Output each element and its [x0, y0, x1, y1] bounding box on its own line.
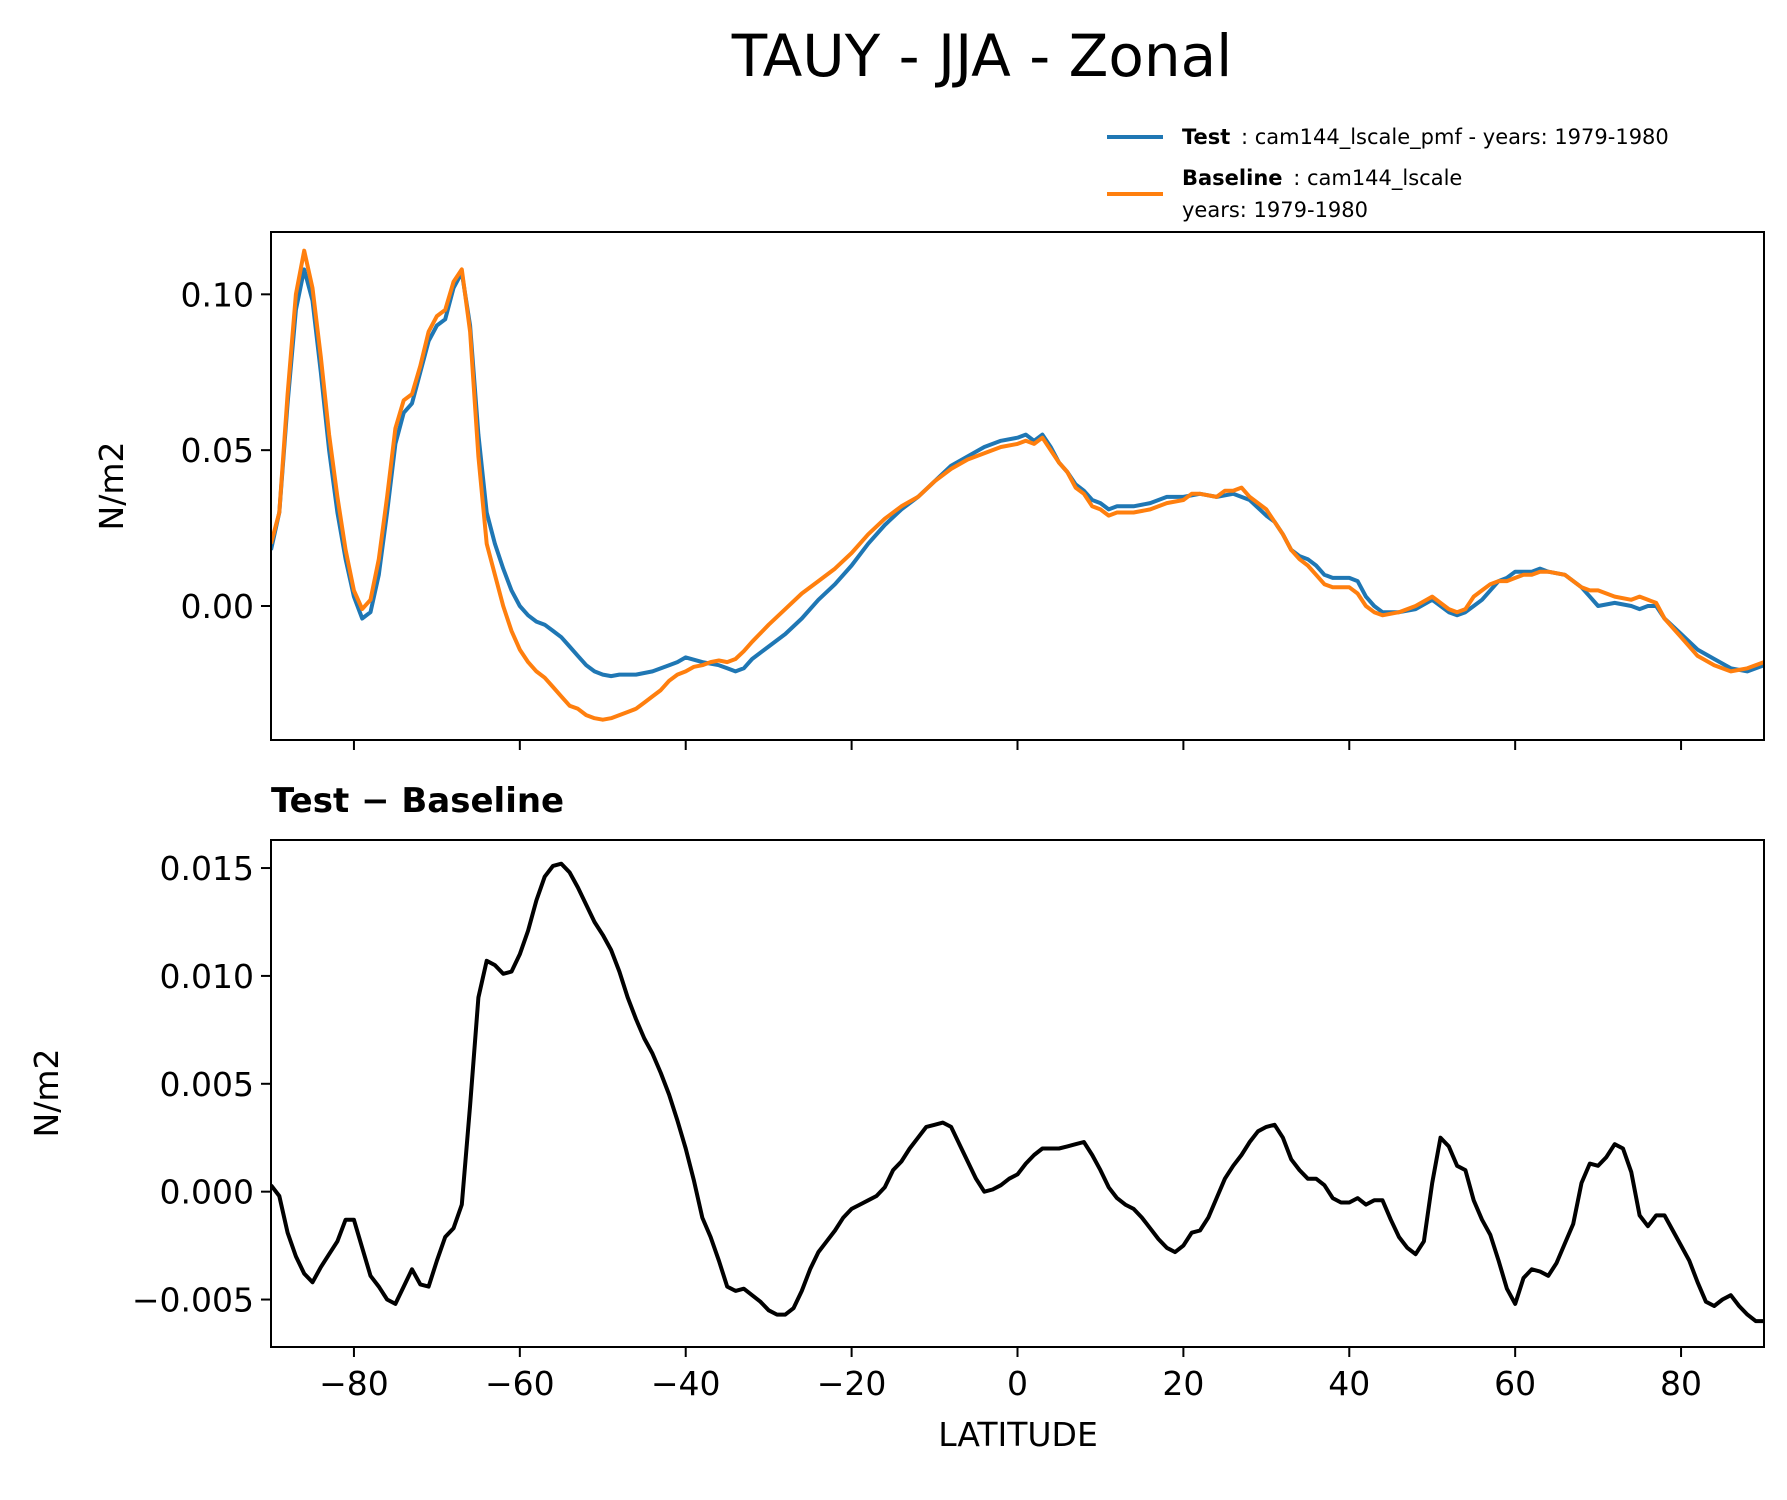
- bottom-panel: Test − Baseline −0.005 0.000 0.005 0.010 0.0…: [27, 781, 1765, 1454]
- bottom-x-axis: −80 −60 −40 −20 0 20 40 60 80: [319, 1347, 1702, 1403]
- bottom-panel-title: Test − Baseline: [271, 781, 564, 821]
- bottom-y-axis-label: N/m2: [27, 1049, 66, 1138]
- legend-baseline-entry: Baseline : cam144_lscale: [1182, 166, 1462, 191]
- top-y-axis: 0.00 0.05 0.10: [181, 275, 271, 626]
- bottom-y-axis: −0.005 0.000 0.005 0.010 0.015: [132, 849, 271, 1320]
- bottom-y-tick-label: 0.000: [160, 1173, 254, 1212]
- legend: Test : cam144_lscale_pmf - years: 1979-1…: [1107, 125, 1669, 222]
- top-plot-frame: [270, 231, 1765, 741]
- bottom-plot-frame: [270, 839, 1765, 1348]
- top-series-group: [271, 248, 1764, 722]
- bottom-y-tick-label: −0.005: [132, 1281, 254, 1320]
- top-y-tick-label: 0.10: [181, 275, 254, 314]
- bottom-y-tick-label: 0.005: [160, 1065, 254, 1104]
- legend-test-label: Test: [1182, 125, 1230, 149]
- bottom-y-tick-label: 0.015: [160, 849, 254, 888]
- top-y-tick-label: 0.00: [181, 587, 254, 626]
- bottom-x-tick-label: 80: [1660, 1364, 1702, 1403]
- top-x-axis: [352, 740, 1683, 750]
- bottom-x-tick-label: −40: [651, 1364, 721, 1403]
- bottom-x-tick-label: −20: [817, 1364, 887, 1403]
- legend-test-text: cam144_lscale_pmf - years: 1979-1980: [1255, 125, 1669, 150]
- top-series-test: [271, 267, 1764, 679]
- top-panel: 0.00 0.05 0.10 N/m2: [92, 231, 1765, 750]
- figure-title: TAUY - JJA - Zonal: [731, 22, 1233, 90]
- top-y-tick-label: 0.05: [181, 431, 254, 470]
- legend-baseline-text-line1: cam144_lscale: [1307, 166, 1462, 191]
- bottom-series-difference: [271, 861, 1764, 1324]
- legend-test-entry: Test : cam144_lscale_pmf - years: 1979-1…: [1182, 125, 1669, 150]
- bottom-x-tick-label: 40: [1328, 1364, 1370, 1403]
- top-series-baseline: [271, 248, 1764, 722]
- bottom-x-tick-label: −80: [319, 1364, 389, 1403]
- legend-baseline-label: Baseline: [1182, 166, 1283, 190]
- top-y-axis-label: N/m2: [92, 442, 131, 531]
- bottom-x-tick-label: 0: [1007, 1364, 1028, 1403]
- bottom-x-tick-label: 60: [1494, 1364, 1536, 1403]
- bottom-x-tick-label: 20: [1162, 1364, 1204, 1403]
- legend-baseline-text-line2: years: 1979-1980: [1182, 198, 1368, 222]
- bottom-x-axis-label: LATITUDE: [938, 1415, 1098, 1454]
- bottom-y-tick-label: 0.010: [160, 957, 254, 996]
- bottom-series-group: [271, 861, 1764, 1324]
- bottom-x-tick-label: −60: [485, 1364, 555, 1403]
